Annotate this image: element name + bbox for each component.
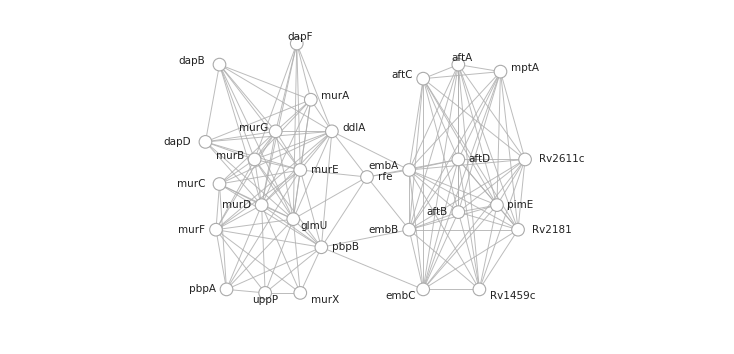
- Circle shape: [315, 241, 327, 253]
- Text: uppP: uppP: [252, 295, 278, 305]
- Circle shape: [248, 153, 261, 166]
- Circle shape: [213, 178, 226, 190]
- Text: pimE: pimE: [507, 200, 534, 210]
- Text: aftB: aftB: [426, 207, 448, 217]
- Text: aftC: aftC: [391, 70, 413, 80]
- Text: Rv1459c: Rv1459c: [490, 291, 535, 301]
- Circle shape: [452, 206, 465, 218]
- Text: pbpB: pbpB: [332, 242, 359, 252]
- Circle shape: [417, 72, 429, 85]
- Text: murA: murA: [321, 91, 349, 101]
- Circle shape: [403, 223, 415, 236]
- Text: aftD: aftD: [469, 154, 491, 165]
- Circle shape: [305, 93, 317, 106]
- Text: murX: murX: [310, 295, 339, 305]
- Circle shape: [287, 213, 299, 225]
- Circle shape: [210, 223, 222, 236]
- Circle shape: [213, 58, 226, 71]
- Text: murB: murB: [216, 151, 244, 161]
- Circle shape: [452, 153, 465, 166]
- Text: dapF: dapF: [288, 32, 313, 41]
- Circle shape: [294, 164, 307, 176]
- Circle shape: [220, 283, 233, 296]
- Circle shape: [326, 125, 338, 138]
- Circle shape: [490, 199, 504, 211]
- Circle shape: [403, 164, 415, 176]
- Text: murD: murD: [222, 200, 251, 210]
- Circle shape: [294, 287, 307, 299]
- Circle shape: [473, 283, 486, 296]
- Text: embA: embA: [368, 161, 399, 171]
- Text: murG: murG: [239, 123, 269, 133]
- Text: murC: murC: [177, 179, 206, 189]
- Text: dapB: dapB: [178, 56, 206, 66]
- Circle shape: [494, 65, 506, 78]
- Circle shape: [452, 58, 465, 71]
- Text: ddlA: ddlA: [343, 123, 366, 133]
- Text: Rv2181: Rv2181: [532, 225, 572, 235]
- Circle shape: [255, 199, 268, 211]
- Text: embB: embB: [368, 225, 399, 235]
- Text: Rv2611c: Rv2611c: [539, 154, 584, 165]
- Circle shape: [519, 153, 531, 166]
- Text: glmU: glmU: [300, 221, 327, 231]
- Text: aftA: aftA: [451, 53, 473, 63]
- Circle shape: [269, 125, 282, 138]
- Text: murF: murF: [178, 225, 206, 235]
- Circle shape: [259, 287, 272, 299]
- Text: rfe: rfe: [377, 172, 392, 182]
- Text: mptA: mptA: [511, 63, 539, 73]
- Circle shape: [417, 283, 429, 296]
- Circle shape: [512, 223, 524, 236]
- Circle shape: [360, 171, 374, 183]
- Circle shape: [291, 37, 303, 50]
- Text: dapD: dapD: [164, 137, 192, 147]
- Text: pbpA: pbpA: [189, 284, 216, 295]
- Text: embC: embC: [385, 291, 416, 301]
- Text: murE: murE: [310, 165, 338, 175]
- Circle shape: [199, 136, 212, 148]
